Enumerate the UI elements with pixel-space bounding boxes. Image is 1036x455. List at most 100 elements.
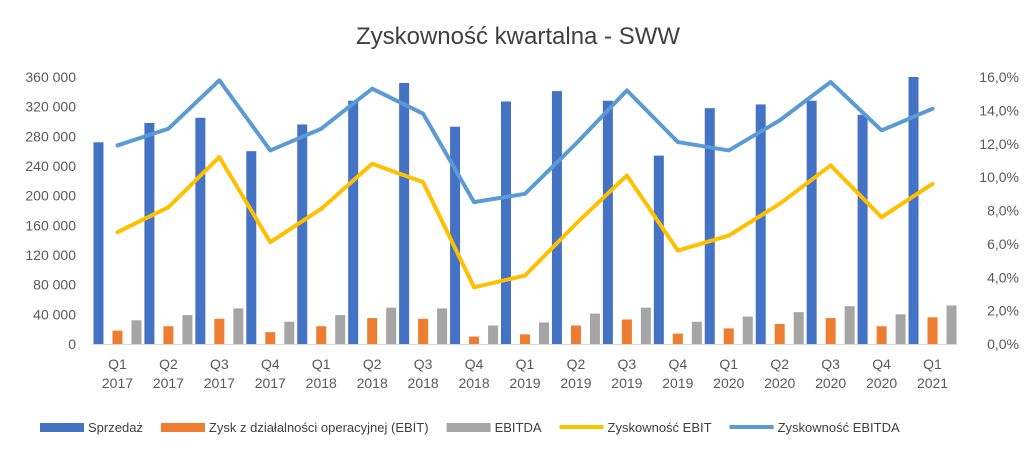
legend-label: Zyskowność EBIT xyxy=(608,420,712,435)
legend: Sprzedaż Zysk z działalności operacyjnej … xyxy=(40,420,900,435)
x-tick-label: Q4 2019 xyxy=(662,356,693,391)
legend-label: Zysk z działalności operacyjnej (EBIT) xyxy=(209,420,429,435)
bar xyxy=(163,326,174,344)
series-0-bars xyxy=(93,77,919,345)
bar xyxy=(386,307,397,344)
bar xyxy=(927,317,938,344)
series-1-bars xyxy=(112,317,938,344)
y-right-tick-label: 10,0% xyxy=(979,169,1019,185)
line-series-0 xyxy=(115,155,935,290)
y-left-tick-label: 200 000 xyxy=(25,188,76,204)
bar xyxy=(825,318,836,344)
bar xyxy=(469,336,480,344)
bar xyxy=(418,318,429,344)
chart-title: Zyskowność kwartalna - SWW xyxy=(356,23,680,50)
line-series xyxy=(115,78,935,290)
bar xyxy=(284,321,295,344)
legend-item: EBITDA xyxy=(446,420,542,435)
y-right-tick-label: 12,0% xyxy=(979,136,1019,152)
legend-swatch xyxy=(40,423,84,432)
legend-item: Zyskowność EBITDA xyxy=(729,420,900,435)
bar xyxy=(437,308,448,344)
bar xyxy=(774,323,785,344)
bar xyxy=(348,100,359,344)
bar xyxy=(450,126,461,344)
bar xyxy=(297,124,308,344)
bar xyxy=(265,332,276,344)
y-right-tick-label: 8,0% xyxy=(987,203,1019,219)
legend-swatch xyxy=(160,423,205,432)
bar xyxy=(131,320,142,344)
bar xyxy=(602,100,613,344)
bar xyxy=(93,142,104,344)
y-right-tick-label: 2,0% xyxy=(987,303,1019,319)
x-tick-label: Q3 2019 xyxy=(611,356,642,391)
bar xyxy=(653,155,664,344)
series-2-bars xyxy=(131,305,957,344)
x-tick-label: Q2 2017 xyxy=(153,356,184,391)
y-left-tick-label: 360 000 xyxy=(25,69,76,85)
y-left-tick-label: 0 xyxy=(68,336,76,352)
x-tick-label: Q1 2020 xyxy=(713,356,744,391)
y-right-tick-label: 0,0% xyxy=(987,336,1019,352)
y-left-tick-label: 40 000 xyxy=(33,306,76,322)
bar xyxy=(112,330,123,344)
bar-series xyxy=(93,77,957,345)
x-tick-label: Q2 2018 xyxy=(357,356,388,391)
bar xyxy=(195,117,206,345)
y-left-tick-label: 320 000 xyxy=(25,99,76,115)
y-right-tick-label: 4,0% xyxy=(987,269,1019,285)
bar xyxy=(316,326,327,344)
bar xyxy=(551,91,562,344)
bar xyxy=(246,151,257,344)
y-left-tick-label: 120 000 xyxy=(25,247,76,263)
bar xyxy=(723,328,734,344)
bar xyxy=(806,100,817,344)
bar xyxy=(233,308,244,344)
bar xyxy=(501,101,511,344)
x-tick-label: Q3 2018 xyxy=(408,356,439,391)
y-left-tick-label: 280 000 xyxy=(25,128,76,144)
y-left-tick-label: 160 000 xyxy=(25,217,76,233)
bar xyxy=(755,104,766,344)
bar xyxy=(367,318,378,344)
bar xyxy=(621,319,632,344)
x-tick-label: Q2 2020 xyxy=(764,356,795,391)
bar xyxy=(520,334,530,344)
x-tick-label: Q1 2018 xyxy=(306,356,337,391)
legend-label: EBITDA xyxy=(495,420,542,435)
legend-item: Zysk z działalności operacyjnej (EBIT) xyxy=(160,420,429,435)
bar xyxy=(793,312,804,344)
legend-item: Sprzedaż xyxy=(40,420,143,435)
x-tick-label: Q1 2019 xyxy=(509,356,540,391)
x-tick-label: Q1 2021 xyxy=(917,356,948,391)
bar xyxy=(589,313,600,344)
bar xyxy=(539,322,549,344)
bar xyxy=(895,314,906,344)
bar xyxy=(182,315,193,344)
y-right-tick-label: 14,0% xyxy=(979,102,1019,118)
x-tick-label: Q3 2020 xyxy=(815,356,846,391)
x-tick-label: Q3 2017 xyxy=(204,356,235,391)
x-tick-label: Q4 2018 xyxy=(458,356,489,391)
x-tick-label: Q1 2017 xyxy=(102,356,133,391)
y-left-tick-label: 240 000 xyxy=(25,158,76,174)
bar xyxy=(399,82,410,344)
bar xyxy=(704,108,715,345)
bar xyxy=(214,318,225,344)
bar xyxy=(335,315,346,344)
bar xyxy=(691,321,702,344)
bar xyxy=(488,325,499,344)
bar xyxy=(946,305,957,344)
legend-swatch xyxy=(446,423,491,432)
bar xyxy=(640,307,651,344)
y-left-tick-label: 80 000 xyxy=(33,277,76,293)
bar xyxy=(742,316,753,344)
bar xyxy=(844,306,855,344)
legend-item: Zyskowność EBIT xyxy=(559,420,712,435)
y-right-tick-label: 6,0% xyxy=(987,236,1019,252)
bar xyxy=(908,77,919,344)
axes: 0 40 000 80 000 120 000 160 000 200 000 240 00… xyxy=(25,69,1019,391)
